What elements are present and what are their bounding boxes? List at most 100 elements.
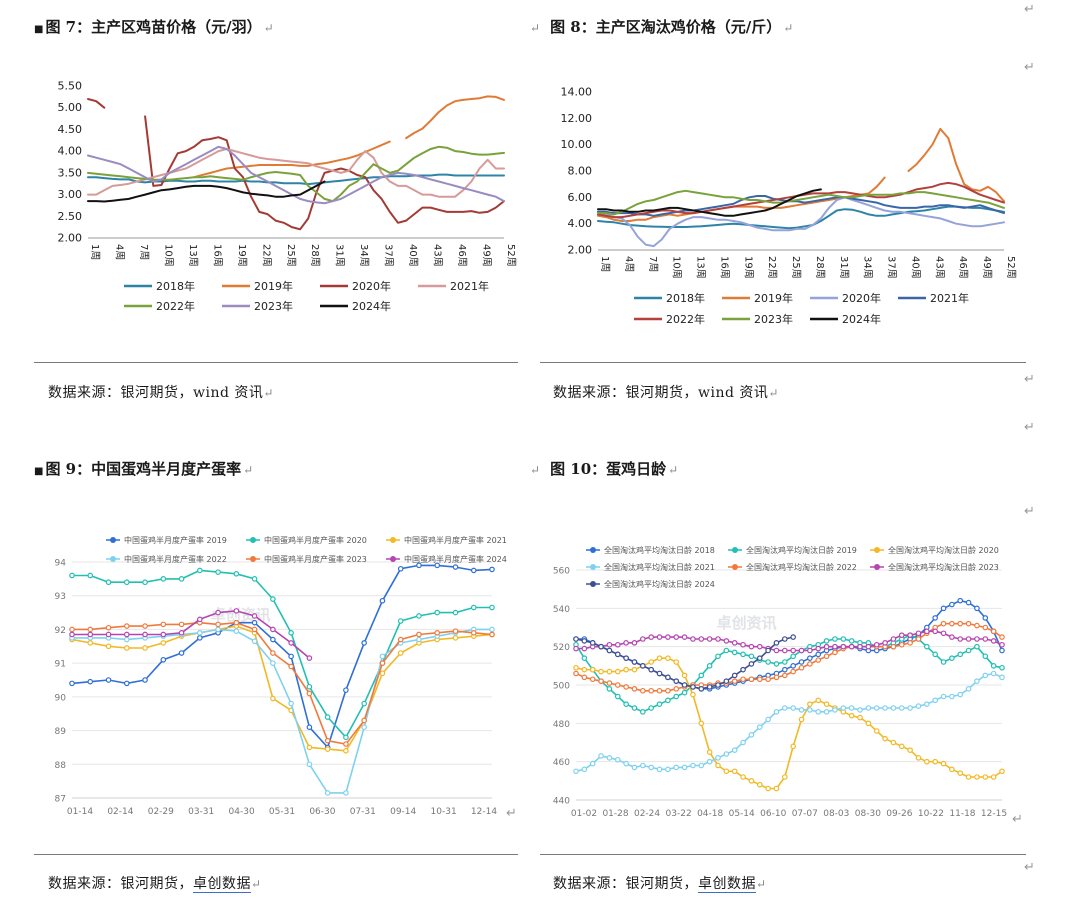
figure-7-title: ■ 图 7：主产区鸡苗价格（元/羽） ↵: [34, 18, 274, 36]
data-point: [178, 650, 185, 656]
data-point: [343, 790, 349, 796]
data-point: [949, 620, 955, 627]
data-point: [288, 700, 294, 707]
data-point: [614, 641, 621, 648]
data-point: [397, 650, 404, 656]
data-point: [581, 655, 588, 661]
data-point: [434, 609, 441, 616]
data-point: [924, 628, 930, 635]
data-point: [623, 655, 629, 661]
data-point: [306, 744, 313, 751]
legend-label: 中国蛋鸡半月度产蛋率 2022: [124, 554, 227, 564]
data-point: [160, 631, 167, 638]
legend-label: 2022年: [666, 312, 705, 326]
data-point: [790, 668, 796, 675]
data-point: [251, 613, 258, 619]
legend-item: 2019年: [722, 291, 793, 305]
x-tick-label: 40周: [909, 256, 921, 279]
data-point: [740, 739, 746, 746]
legend-marker: [250, 537, 256, 543]
x-tick-label: 4周: [113, 244, 125, 260]
data-point: [581, 645, 588, 652]
data-point: [665, 766, 671, 773]
legend-item: 2020年: [320, 279, 391, 293]
data-point: [361, 717, 367, 724]
data-point: [982, 624, 989, 631]
figure-10-title-text: 图 10：蛋鸡日龄: [550, 460, 667, 478]
data-point: [69, 572, 75, 579]
y-tick-label: 87: [55, 795, 66, 805]
data-point: [823, 638, 830, 644]
y-tick-label: 4.50: [58, 123, 83, 136]
data-point: [690, 684, 696, 690]
figure-10-source: 数据来源：银河期货，卓创数据↵: [553, 876, 767, 893]
y-tick-label: 3.00: [58, 188, 83, 201]
data-point: [581, 638, 588, 644]
legend-item: 中国蛋鸡半月度产蛋率 2022: [106, 554, 227, 564]
x-tick-label: 10周: [162, 244, 174, 267]
data-point: [890, 705, 897, 711]
series-7: [597, 188, 822, 217]
series-line: [597, 196, 1005, 248]
data-point: [452, 564, 459, 570]
legend-label: 2023年: [254, 299, 293, 313]
data-point: [999, 634, 1005, 640]
data-point: [740, 676, 746, 683]
data-point: [142, 579, 148, 586]
data-point: [907, 747, 913, 753]
data-point: [648, 634, 654, 640]
x-tick-label: 43周: [432, 244, 444, 267]
data-point: [773, 674, 780, 681]
data-point: [648, 659, 654, 665]
data-point: [748, 676, 755, 683]
data-point: [631, 686, 638, 692]
x-tick-label: 22周: [260, 244, 272, 267]
legend-label: 2020年: [352, 279, 391, 293]
legend-label: 2021年: [930, 291, 969, 305]
legend-item: 全国淘汰鸡平均淘汰日龄 2018: [586, 545, 715, 555]
data-point: [940, 630, 947, 637]
data-point: [87, 678, 94, 685]
data-point: [965, 686, 972, 692]
legend-item: 2018年: [634, 291, 705, 305]
data-point: [416, 636, 422, 643]
x-tick-label: 34周: [358, 244, 370, 267]
data-point: [715, 762, 721, 769]
data-point: [160, 576, 167, 582]
x-tick-label: 19周: [742, 256, 754, 279]
data-point: [648, 764, 654, 771]
series-line: [575, 634, 1003, 713]
data-point: [756, 781, 763, 788]
data-point: [606, 668, 613, 675]
data-point: [105, 643, 112, 650]
data-point: [288, 653, 294, 660]
x-tick-label: 34周: [862, 256, 874, 279]
data-point: [823, 653, 830, 660]
y-tick-label: 89: [55, 727, 67, 737]
data-point: [589, 666, 596, 673]
x-tick-label: 12-14: [471, 807, 497, 817]
margin-mark: ↵: [1024, 860, 1035, 875]
data-point: [452, 628, 459, 634]
data-point: [489, 604, 495, 611]
series-line: [87, 98, 106, 109]
data-point: [940, 659, 947, 665]
data-point: [288, 663, 294, 670]
divider: [540, 362, 1026, 363]
series-line: [597, 195, 1005, 217]
data-point: [857, 707, 863, 713]
legend-label: 中国蛋鸡半月度产蛋率 2020: [264, 535, 367, 545]
data-point: [857, 714, 863, 721]
data-point: [656, 634, 663, 640]
series-line: [87, 148, 505, 198]
x-tick-label: 07-31: [350, 807, 376, 817]
data-point: [999, 768, 1005, 775]
data-point: [890, 643, 897, 650]
data-point: [706, 758, 713, 765]
data-point: [857, 643, 863, 650]
x-tick-label: 13周: [187, 244, 199, 267]
data-point: [416, 631, 422, 638]
x-tick-label: 03-22: [666, 809, 692, 819]
figure-9-source: 数据来源：银河期货，卓创数据↵: [48, 876, 262, 893]
chart-7: 2.00 2.50 3.00 3.50 4.00 4.50 5.00 5.50 1周 4周 7周 10…: [58, 80, 518, 314]
